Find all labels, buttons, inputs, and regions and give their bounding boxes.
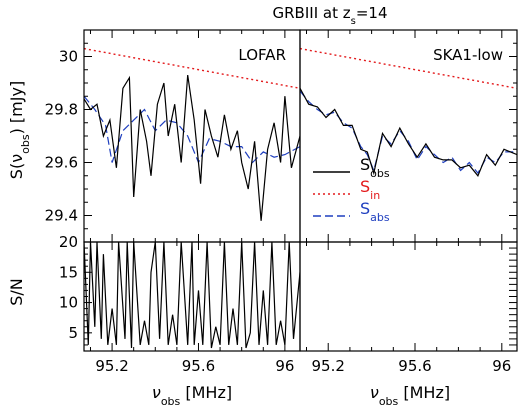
x-axis-title-right: νobs [MHz] bbox=[370, 383, 450, 407]
series-in-line bbox=[300, 47, 517, 89]
y-axis-title-top: S(νobs) [mJy] bbox=[7, 81, 32, 179]
x-tick-label: 95.6 bbox=[398, 357, 431, 375]
x-tick-label: 95.2 bbox=[95, 357, 128, 375]
panel-bottom-right: 95.2 95.6 96 bbox=[299, 241, 518, 375]
x-tick-label: 96 bbox=[492, 357, 511, 375]
y-tick-label: 29.4 bbox=[45, 207, 78, 225]
x-tick-label: 95.6 bbox=[182, 357, 215, 375]
figure-title: GRBIII at zs=14 bbox=[273, 4, 388, 27]
panel-label: LOFAR bbox=[238, 46, 286, 64]
panel-frame bbox=[299, 241, 518, 352]
panel-bottom-left: 95.2 95.6 96 5 10 15 20 bbox=[59, 233, 301, 375]
y-tick-label: 20 bbox=[59, 233, 78, 251]
y-tick-label: 15 bbox=[59, 263, 78, 281]
panels: 29.429.629.830 LOFAR SKA1-lowSobsSinSabs95… bbox=[45, 29, 518, 375]
y-axis-title-bottom: S/N bbox=[7, 278, 26, 306]
y-tick-label: 10 bbox=[59, 294, 78, 312]
x-tick-label: 95.2 bbox=[312, 357, 345, 375]
series-abs-line bbox=[84, 95, 300, 165]
x-tick-label: 96 bbox=[275, 357, 294, 375]
legend-label-abs: Sabs bbox=[360, 199, 390, 224]
panel-top-left: 29.4 29.6 29.8 30 LOFAR bbox=[45, 29, 301, 243]
panel-label: SKA1-low bbox=[433, 46, 503, 64]
legend-label-obs: Sobs bbox=[360, 155, 390, 180]
series-obs-line bbox=[300, 88, 517, 177]
series-obs-line bbox=[84, 242, 300, 349]
y-tick-label: 29.6 bbox=[45, 154, 78, 172]
series-in-line bbox=[84, 47, 300, 89]
y-tick-label: 5 bbox=[68, 324, 78, 342]
series-obs-line bbox=[84, 75, 300, 221]
y-tick-label: 30 bbox=[59, 48, 78, 66]
y-tick-label: 29.8 bbox=[45, 101, 78, 119]
legend-label-in: Sin bbox=[360, 177, 380, 202]
x-axis-title-left: νobs [MHz] bbox=[152, 383, 232, 407]
